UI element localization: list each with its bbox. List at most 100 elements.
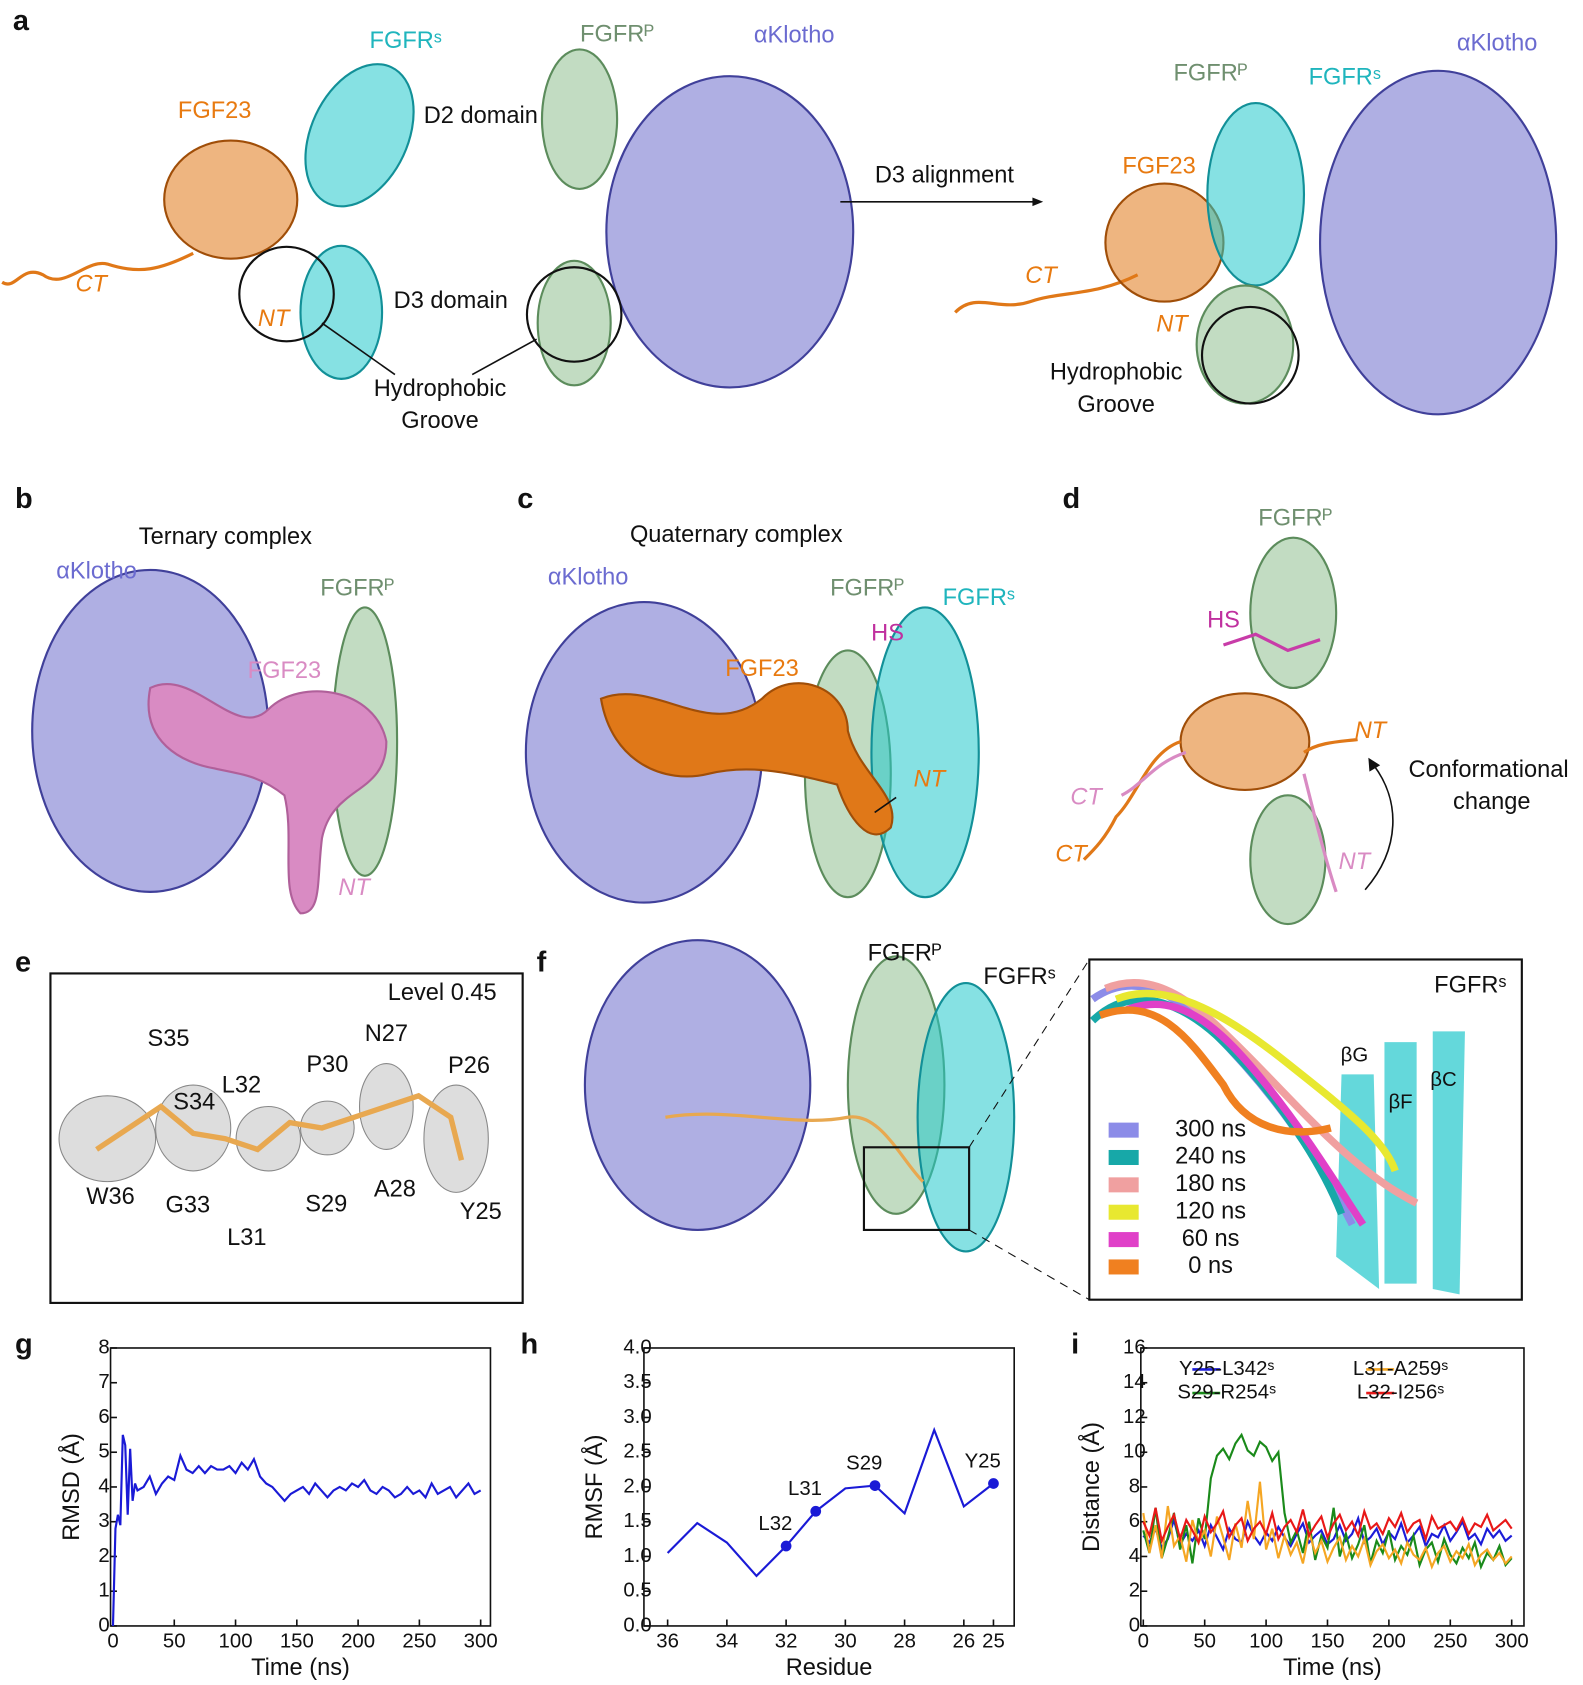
label: D3 domain xyxy=(394,288,508,314)
x-tick-label: 150 xyxy=(280,1630,314,1652)
x-tick-label: 50 xyxy=(163,1630,186,1652)
label: αKlotho xyxy=(56,558,137,584)
label: L31 xyxy=(227,1225,266,1251)
data-point xyxy=(988,1478,999,1489)
x-tick-label: 300 xyxy=(1495,1630,1529,1652)
arrow-head xyxy=(1032,197,1044,207)
y-tick-label: 14 xyxy=(1123,1371,1146,1393)
x-tick-label: 250 xyxy=(402,1630,436,1652)
ct xyxy=(1082,740,1182,861)
point-label: L31 xyxy=(788,1478,822,1500)
y-tick-label: 1.5 xyxy=(623,1510,651,1532)
pointer xyxy=(321,322,396,376)
peptide xyxy=(95,1092,465,1161)
data-point xyxy=(780,1540,792,1552)
d2-domain xyxy=(304,63,415,208)
structures-f xyxy=(583,939,1523,1301)
y-tick-label: 3.5 xyxy=(623,1371,651,1393)
x-tick-label: 250 xyxy=(1433,1630,1467,1652)
data-point xyxy=(810,1505,822,1517)
legend-swatch xyxy=(1108,1122,1139,1138)
label: αKlotho xyxy=(754,23,835,49)
label: CT xyxy=(1055,842,1088,868)
label: FGFRᴾ xyxy=(580,22,654,48)
label: G33 xyxy=(166,1193,211,1219)
y-axis-label: Distance (Å) xyxy=(1077,1422,1105,1552)
label: FGF23 xyxy=(725,656,798,682)
label: NT xyxy=(914,766,947,792)
label: βF xyxy=(1388,1092,1412,1114)
x-axis-label: Time (ns) xyxy=(251,1655,350,1681)
legend-label: S29-R254ˢ xyxy=(1177,1381,1276,1403)
y-tick-label: 3.0 xyxy=(623,1406,651,1428)
label: HS xyxy=(1207,608,1240,634)
structures-d xyxy=(1082,536,1394,926)
data-line xyxy=(1142,1481,1513,1570)
mesh xyxy=(155,1084,232,1172)
y-tick-label: 1 xyxy=(98,1580,109,1602)
zoom-box xyxy=(862,1146,971,1232)
label: Quaternary complex xyxy=(630,522,843,548)
fgfr-s xyxy=(870,606,980,899)
structures-b xyxy=(31,568,399,915)
panel-label: h xyxy=(521,1328,539,1360)
label: βC xyxy=(1430,1069,1456,1091)
y-tick-label: 4 xyxy=(98,1475,109,1497)
x-tick-label: 50 xyxy=(1193,1630,1216,1652)
panel-label: b xyxy=(15,483,33,515)
label: FGF23 xyxy=(248,658,321,684)
tube xyxy=(1125,1000,1367,1227)
label: CT xyxy=(1070,785,1103,811)
label: Groove xyxy=(1077,392,1154,418)
klotho xyxy=(1318,69,1558,416)
label: P30 xyxy=(306,1052,348,1078)
label: FGFRˢ xyxy=(1434,973,1506,999)
legend-label: 180 ns xyxy=(1175,1171,1246,1197)
legend-swatch xyxy=(1108,1204,1139,1220)
zoom-line xyxy=(968,959,1090,1148)
label: W36 xyxy=(86,1184,135,1210)
label: CT xyxy=(75,272,108,298)
ct xyxy=(1120,750,1187,797)
legend-label: 300 ns xyxy=(1175,1116,1246,1142)
y-tick-label: 2.0 xyxy=(623,1475,651,1497)
y-tick-label: 3 xyxy=(98,1510,109,1532)
label: Conformational xyxy=(1409,757,1569,783)
label: L32 xyxy=(222,1072,261,1098)
legend-label: Y25-L342ˢ xyxy=(1179,1358,1274,1380)
label: S34 xyxy=(173,1090,215,1116)
fgfr-p-d3 xyxy=(536,259,612,387)
fgf23-surface xyxy=(599,682,894,836)
pointer xyxy=(471,338,537,376)
y-tick-label: 2 xyxy=(1129,1580,1140,1602)
y-axis-label: RMSD (Å) xyxy=(57,1433,85,1541)
legend-label: 120 ns xyxy=(1175,1198,1246,1224)
strand xyxy=(1432,1031,1465,1295)
d3-domain xyxy=(299,244,384,380)
fgfr-s xyxy=(916,982,1016,1253)
arrow-head xyxy=(1368,757,1381,772)
panel-label: i xyxy=(1071,1328,1079,1360)
label: αKlotho xyxy=(548,565,629,591)
label: FGFRᴾ xyxy=(830,575,904,601)
y-tick-label: 8 xyxy=(1129,1475,1140,1497)
label: αKlotho xyxy=(1457,30,1538,56)
x-tick-label: 36 xyxy=(656,1630,679,1652)
panel-label: e xyxy=(15,946,31,978)
point-label: S29 xyxy=(846,1453,882,1475)
y-axis-label: RMSF (Å) xyxy=(580,1435,608,1540)
density xyxy=(58,1063,489,1193)
nt xyxy=(1303,737,1358,754)
x-axis-label: Residue xyxy=(786,1655,873,1681)
y-tick-label: 5 xyxy=(98,1441,109,1463)
circle xyxy=(525,266,623,363)
legend-swatch xyxy=(1108,1149,1139,1166)
y-tick-label: 10 xyxy=(1123,1441,1146,1463)
y-tick-label: 2 xyxy=(98,1545,109,1567)
label: FGFRᴾ xyxy=(1258,506,1332,532)
tube xyxy=(1098,1006,1332,1136)
label: P26 xyxy=(448,1053,490,1079)
x-tick-label: 100 xyxy=(1249,1630,1283,1652)
label: NT xyxy=(1355,718,1388,744)
label: D2 domain xyxy=(424,103,538,129)
